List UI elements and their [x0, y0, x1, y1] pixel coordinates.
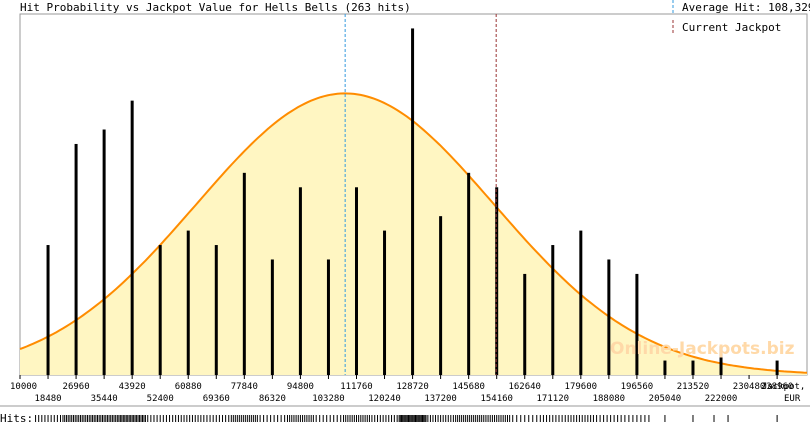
- x-tick-label: 60880: [175, 382, 202, 392]
- bar: [579, 230, 583, 375]
- x-tick-label: 94800: [287, 382, 314, 392]
- reference-lines-layer: [344, 14, 497, 375]
- bar: [439, 216, 443, 375]
- bar: [691, 360, 695, 375]
- x-tick-label: 35440: [91, 394, 118, 404]
- hits-rug: [35, 415, 778, 422]
- x-tick-label: 43920: [119, 382, 146, 392]
- bar: [214, 245, 218, 375]
- x-tick-label: 154160: [480, 394, 513, 404]
- bar: [551, 245, 555, 375]
- bar: [102, 129, 106, 375]
- hits-label: Hits:: [0, 412, 33, 425]
- bar: [719, 346, 723, 375]
- x-tick-label: 145680: [452, 382, 485, 392]
- x-tick-label: 162640: [508, 382, 541, 392]
- x-tick-label: 230480: [733, 382, 766, 392]
- x-tick-label: 103280: [312, 394, 345, 404]
- bar: [270, 259, 274, 375]
- x-tick-label: 205040: [649, 394, 682, 404]
- bar: [411, 28, 415, 375]
- chart-title: Hit Probability vs Jackpot Value for Hel…: [20, 1, 411, 14]
- bars-layer: [46, 28, 779, 375]
- bar: [775, 360, 779, 375]
- x-axis-unit: EUR: [784, 394, 801, 404]
- legend-current-label: Current Jackpot: [682, 21, 781, 34]
- x-tick-label: 137200: [424, 394, 457, 404]
- x-tick-label: 188080: [593, 394, 626, 404]
- bar: [383, 230, 387, 375]
- bar: [298, 187, 302, 375]
- x-axis-label: Jackpot,: [762, 382, 805, 392]
- x-tick-label: 69360: [203, 394, 230, 404]
- bar: [158, 245, 162, 375]
- x-tick-label: 86320: [259, 394, 286, 404]
- x-tick-label: 128720: [396, 382, 429, 392]
- x-tick-label: 213520: [677, 382, 710, 392]
- x-tick-label: 26960: [63, 382, 90, 392]
- x-tick-label: 238960: [761, 382, 794, 392]
- x-tick-label: 120240: [368, 394, 401, 404]
- x-tick-label: 179600: [565, 382, 598, 392]
- legend-average-label: Average Hit: 108,329: [682, 1, 810, 14]
- x-axis: 10000 26960 43920 60880 77840 94800 111760 1287…: [10, 375, 793, 404]
- bar: [663, 360, 667, 375]
- bar: [46, 245, 50, 375]
- bar: [467, 172, 471, 375]
- x-tick-label: 77840: [231, 382, 258, 392]
- bar: [242, 172, 246, 375]
- bar: [326, 259, 330, 375]
- bar: [130, 100, 134, 375]
- watermark: Online-Jackpots.biz: [610, 339, 795, 359]
- x-tick-label: 18480: [34, 394, 61, 404]
- bar: [354, 187, 358, 375]
- x-tick-label: 111760: [340, 382, 373, 392]
- bar: [186, 230, 190, 375]
- x-tick-label: 52400: [147, 394, 174, 404]
- bar: [523, 273, 527, 375]
- bar: [74, 143, 78, 375]
- bar: [607, 259, 611, 375]
- x-tick-label: 10000: [10, 382, 37, 392]
- bar: [495, 187, 499, 375]
- bar: [635, 273, 639, 375]
- x-tick-label: 171120: [537, 394, 570, 404]
- x-tick-label: 222000: [705, 394, 738, 404]
- x-tick-label: 196560: [621, 382, 654, 392]
